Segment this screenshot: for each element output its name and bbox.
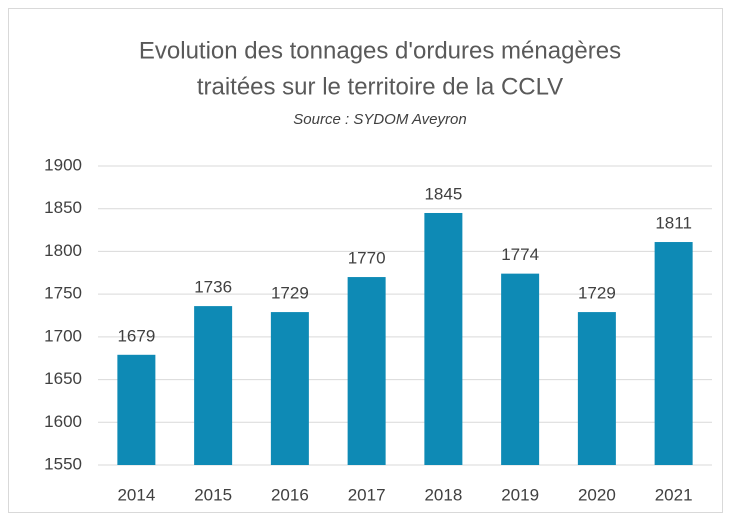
chart-title: Evolution des tonnages d'ordures ménagèr… [139,37,621,64]
bar [194,306,233,465]
bar [577,312,616,465]
data-label: 1770 [348,249,386,268]
y-tick-label: 1750 [44,284,82,303]
x-tick-label: 2021 [655,485,693,504]
chart-subtitle: Source : SYDOM Aveyron [293,111,466,128]
data-label: 1845 [424,184,462,203]
y-tick-label: 1850 [44,198,82,217]
y-tick-label: 1700 [44,326,82,345]
chart-title: traitées sur le territoire de la CCLV [197,73,563,100]
x-tick-label: 2019 [501,485,539,504]
x-tick-label: 2018 [424,485,462,504]
bar [424,212,463,465]
x-tick-label: 2016 [271,485,309,504]
y-tick-label: 1900 [44,155,82,174]
y-tick-label: 1800 [44,241,82,260]
y-tick-label: 1650 [44,369,82,388]
x-tick-label: 2017 [348,485,386,504]
bar [347,277,386,465]
x-tick-label: 2020 [578,485,616,504]
x-tick-label: 2015 [194,485,232,504]
y-tick-label: 1550 [44,454,82,473]
data-label: 1774 [501,245,539,264]
data-label: 1811 [655,214,692,233]
bar [501,273,540,465]
data-label: 1729 [578,284,616,303]
bar [117,354,156,465]
bar [270,312,309,465]
data-label: 1729 [271,284,309,303]
data-label: 1736 [194,278,232,297]
data-label: 1679 [117,326,155,345]
bar [654,242,693,465]
x-tick-label: 2014 [117,485,155,504]
y-tick-label: 1600 [44,412,82,431]
